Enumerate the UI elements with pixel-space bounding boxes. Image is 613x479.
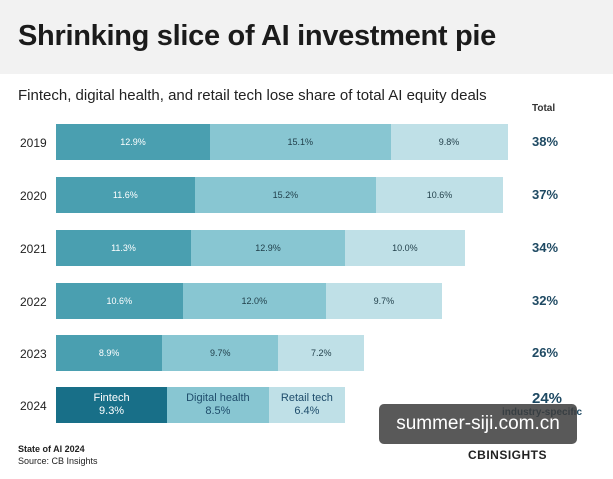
bar-segment-retail-tech: Retail tech 6.4% bbox=[268, 387, 346, 423]
bar-segment-fintech: 12.9% bbox=[56, 124, 211, 160]
bar-segment-retail-tech: 9.8% bbox=[390, 124, 508, 160]
data-label: 11.3% bbox=[111, 243, 136, 253]
bar-segment-digital-health: 12.0% bbox=[182, 283, 326, 319]
chart-subtitle: Fintech, digital health, and retail tech… bbox=[18, 87, 487, 104]
chart-title: Shrinking slice of AI investment pie bbox=[18, 20, 497, 52]
bar-segment-digital-health: 15.1% bbox=[210, 124, 391, 160]
watermark: summer-siji.com.cn bbox=[379, 404, 577, 444]
year-label: 2023 bbox=[20, 347, 47, 361]
data-label: 15.2% bbox=[272, 190, 299, 200]
total-value: 32% bbox=[532, 293, 559, 308]
total-value: 37% bbox=[532, 187, 559, 202]
bar-segment-retail-tech: 7.2% bbox=[278, 335, 365, 371]
source-title: State of AI 2024 bbox=[18, 444, 85, 454]
year-label: 2021 bbox=[20, 242, 47, 256]
data-label: 9.8% bbox=[438, 137, 460, 147]
bar-segment-retail-tech: 10.6% bbox=[376, 177, 503, 213]
data-label: 15.1% bbox=[287, 137, 314, 147]
data-label: 10.6% bbox=[426, 190, 453, 200]
data-label: 7.2% bbox=[310, 348, 332, 358]
data-label: 10.0% bbox=[392, 243, 418, 253]
year-label: 2024 bbox=[20, 399, 47, 413]
bar-segment-fintech: 11.3% bbox=[56, 230, 191, 266]
bar-segment-retail-tech: 10.0% bbox=[345, 230, 465, 266]
data-label: 8.5% bbox=[205, 405, 231, 417]
series-name-label: Retail tech bbox=[280, 392, 333, 404]
total-value: 26% bbox=[532, 345, 559, 360]
totals-header: Total bbox=[532, 103, 556, 114]
bar-segment-retail-tech: 9.7% bbox=[326, 283, 442, 319]
series-name-label: Digital health bbox=[186, 392, 250, 404]
total-value: 34% bbox=[532, 240, 559, 255]
data-label: 9.7% bbox=[373, 296, 395, 306]
bar-segment-digital-health: Digital health 8.5% bbox=[167, 387, 269, 423]
header-band bbox=[0, 0, 613, 74]
bar-segment-digital-health: 12.9% bbox=[191, 230, 346, 266]
data-label: 9.7% bbox=[210, 348, 231, 358]
data-label: 12.9% bbox=[120, 137, 146, 147]
cb-insights-logo: CBINSIGHTS bbox=[468, 448, 548, 462]
data-label: 9.3% bbox=[99, 405, 125, 417]
total-value: 38% bbox=[532, 134, 559, 149]
data-label: 6.4% bbox=[294, 405, 320, 417]
total-value: 24% bbox=[532, 390, 563, 407]
source-credit: Source: CB Insights bbox=[18, 456, 98, 466]
bar-segment-fintech: 10.6% bbox=[56, 283, 183, 319]
data-label: 12.9% bbox=[255, 243, 281, 253]
bar-segment-fintech: Fintech 9.3% bbox=[56, 387, 168, 423]
data-label: 11.6% bbox=[112, 190, 138, 200]
bar-segment-digital-health: 9.7% bbox=[162, 335, 279, 371]
year-label: 2019 bbox=[20, 136, 47, 150]
bar-segment-digital-health: 15.2% bbox=[194, 177, 377, 213]
year-label: 2020 bbox=[20, 189, 47, 203]
bar-segment-fintech: 11.6% bbox=[56, 177, 195, 213]
data-label: 8.9% bbox=[98, 348, 120, 358]
bar-segment-fintech: 8.9% bbox=[56, 335, 163, 371]
year-label: 2022 bbox=[20, 295, 47, 309]
data-label: 10.6% bbox=[106, 296, 133, 306]
series-name-label: Fintech bbox=[93, 392, 130, 404]
data-label: 12.0% bbox=[241, 296, 268, 306]
